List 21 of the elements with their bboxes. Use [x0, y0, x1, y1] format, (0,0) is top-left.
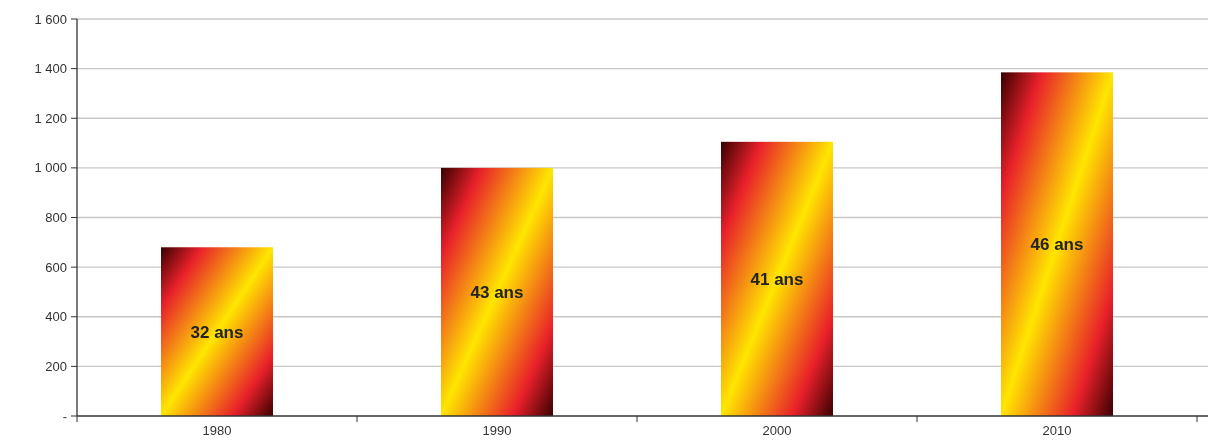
y-tick-label: - [62, 408, 67, 424]
annotation: 43 ans [470, 282, 524, 302]
y-tick-label: 800 [45, 210, 67, 226]
x-tick-label: 2010 [1042, 423, 1072, 438]
annotation: 46 ans [1030, 235, 1084, 255]
y-tick-label: 1 600 [34, 11, 67, 27]
y-tick-label: 200 [45, 358, 67, 374]
x-tick-label: 1980 [202, 423, 232, 438]
x-tick-label: 2000 [762, 423, 792, 438]
y-tick-label: 400 [45, 309, 67, 325]
annotation: 41 ans [750, 269, 804, 289]
bar [1001, 72, 1113, 416]
y-tick-label: 1 000 [34, 160, 67, 176]
y-tick-label: 600 [45, 259, 67, 275]
annotation: 32 ans [190, 322, 244, 342]
bar [441, 167, 553, 416]
y-tick-label: 1 200 [34, 110, 67, 126]
bar [721, 141, 833, 416]
x-tick-label: 1990 [482, 423, 512, 438]
bar [161, 247, 273, 416]
y-tick-label: 1 400 [34, 61, 67, 77]
